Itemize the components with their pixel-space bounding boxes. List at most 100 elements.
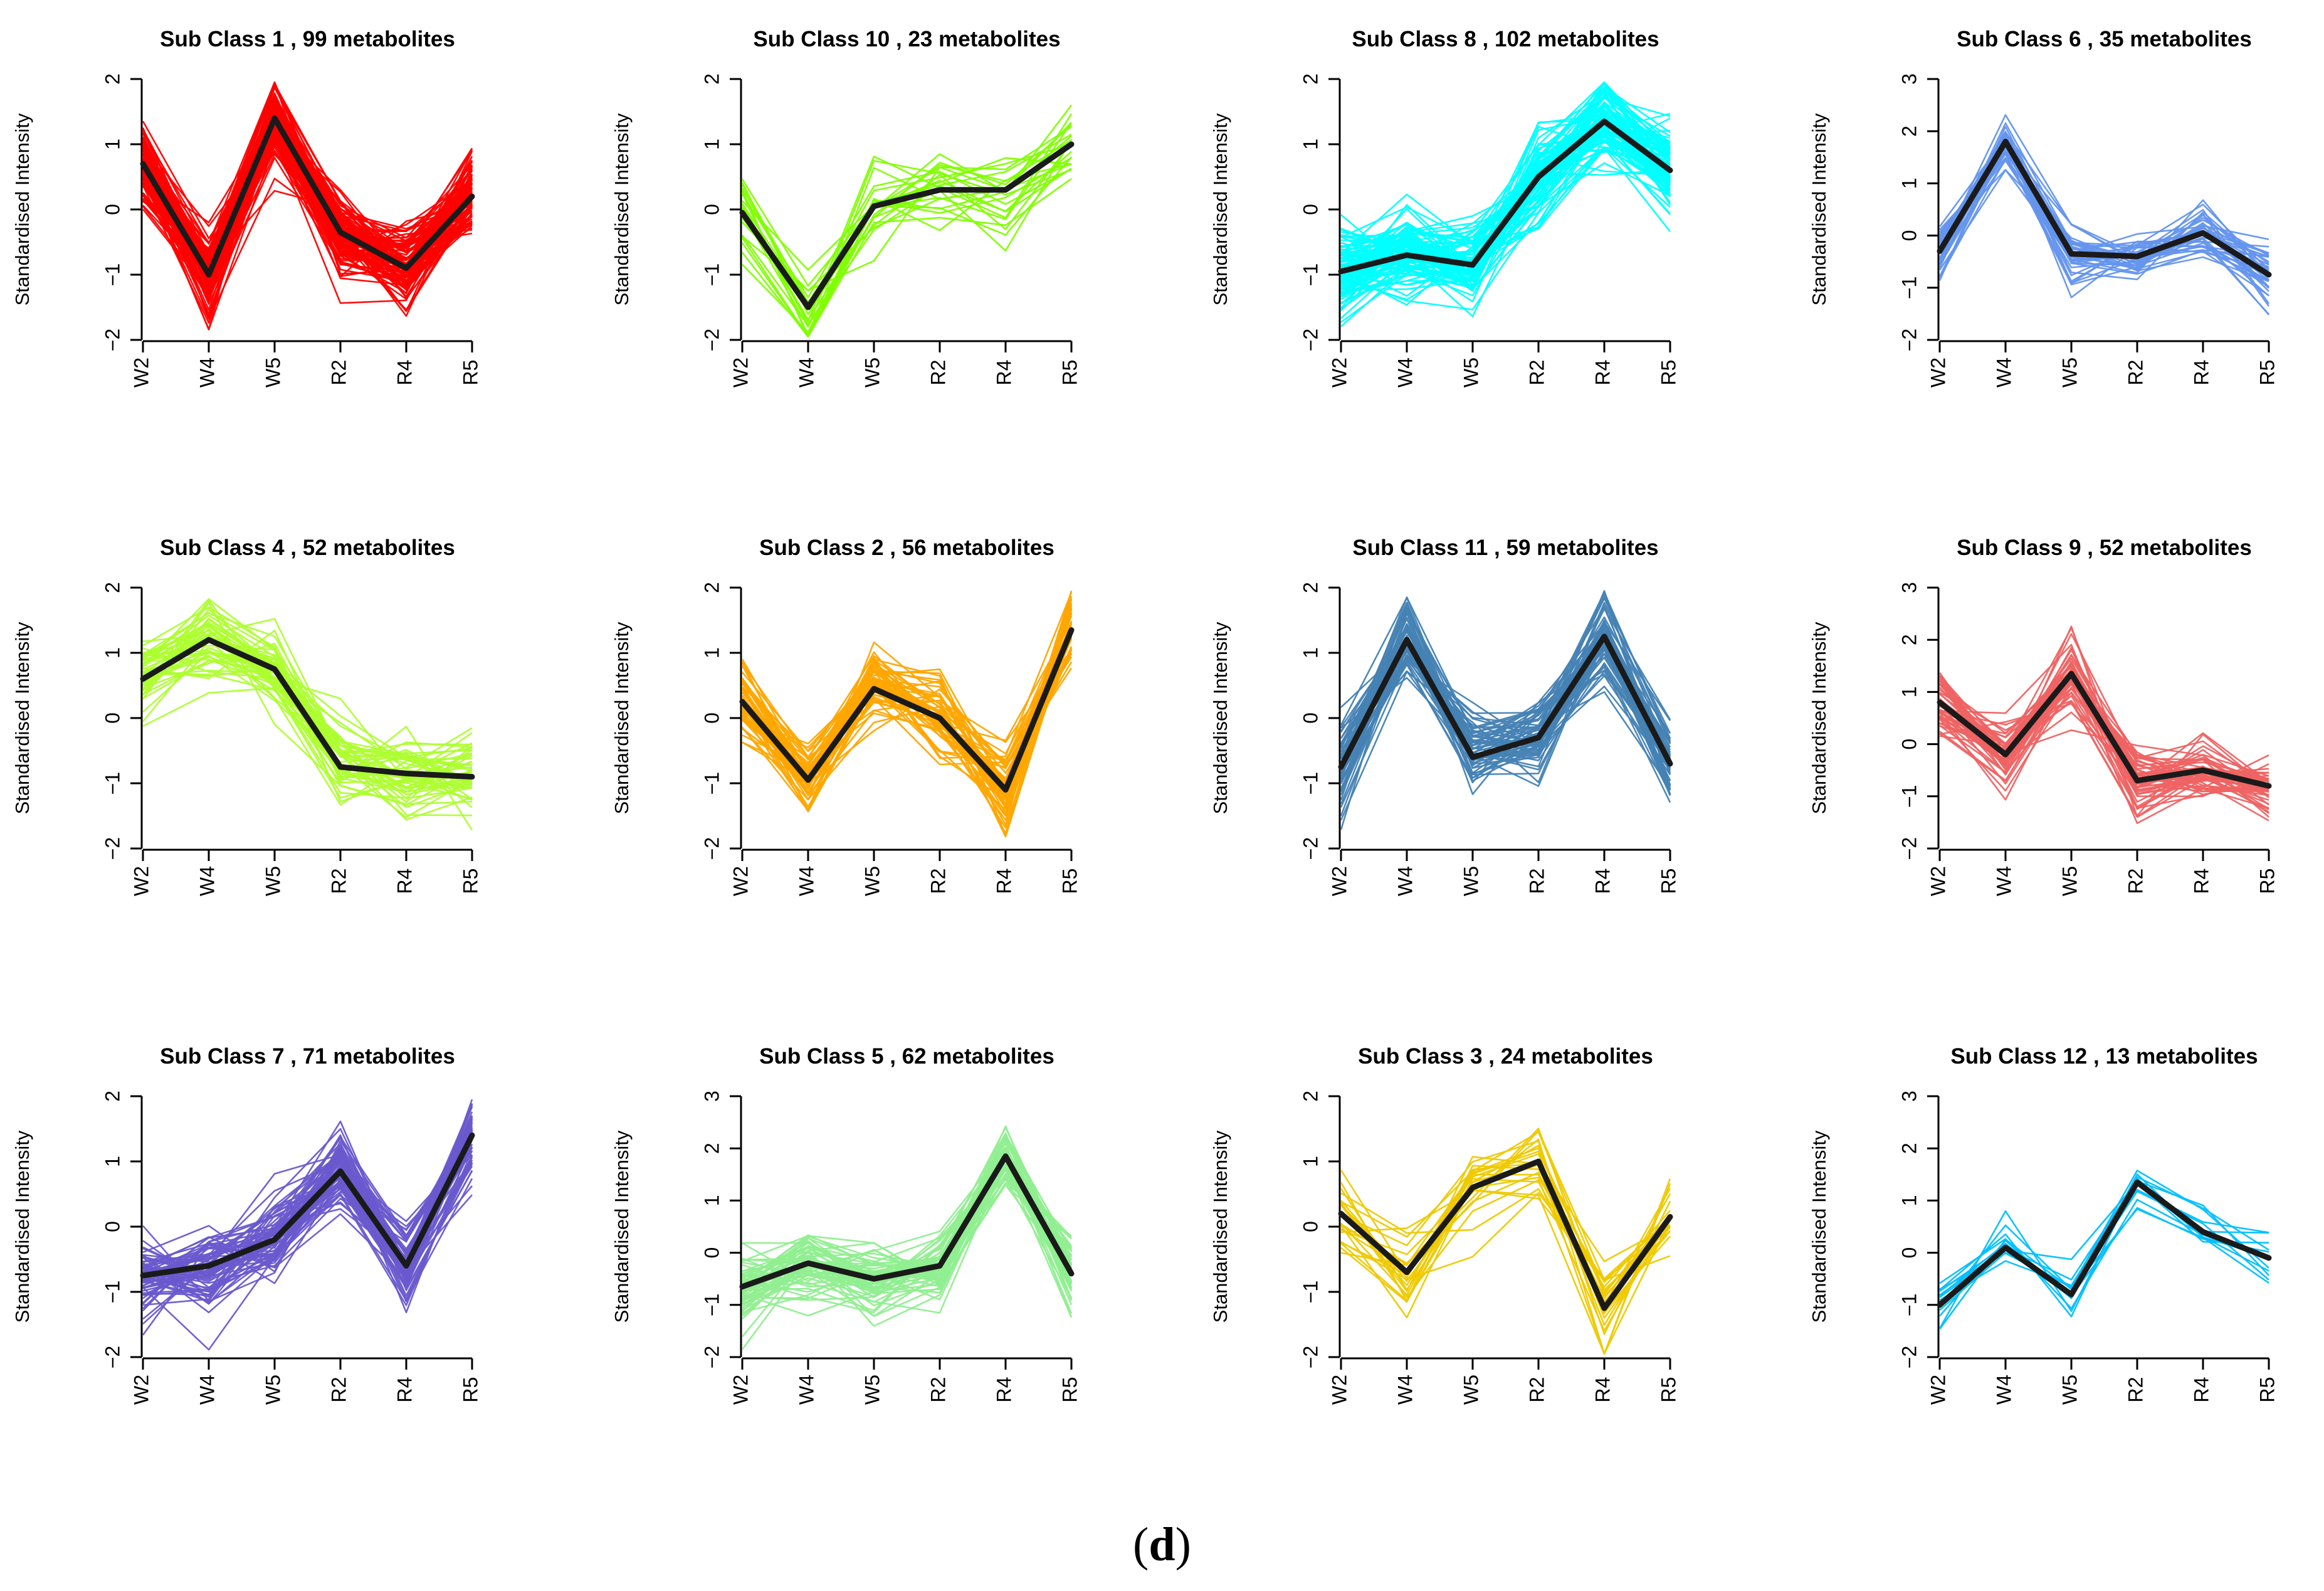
metabolite-profile-line — [1340, 1188, 1671, 1297]
panel-title: Sub Class 10 , 23 metabolites — [753, 27, 1060, 51]
y-axis-label: Standardised Intensity — [1209, 1130, 1231, 1323]
subclass-panel: Sub Class 8 , 102 metabolites −2 −1 0 1 2 Stan… — [1209, 27, 1680, 388]
metabolite-profile-line — [142, 1187, 473, 1289]
y-tick-label: 2 — [101, 73, 124, 85]
y-tick-label: −1 — [101, 1281, 124, 1303]
x-tick-label: W5 — [1459, 866, 1482, 896]
metabolite-profile-line — [741, 160, 1072, 328]
x-tick-label: R5 — [459, 1377, 481, 1403]
metabolite-profile-line — [142, 612, 473, 788]
x-tick-label: W2 — [1927, 357, 1949, 388]
x-tick-label: R4 — [1591, 360, 1614, 386]
y-tick-label: 1 — [1299, 647, 1322, 658]
x-tick-label: W2 — [1328, 1375, 1350, 1405]
y-axis-label: Standardised Intensity — [1808, 621, 1830, 814]
x-tick-label: R2 — [327, 360, 350, 386]
x-tick-label: W5 — [1459, 1375, 1482, 1405]
y-tick-label: 1 — [700, 647, 723, 658]
mean-profile-line — [1937, 670, 2272, 789]
x-tick-label: R4 — [1591, 869, 1614, 894]
metabolite-profile-line — [741, 612, 1073, 811]
metabolite-profile-line — [1939, 1176, 2269, 1318]
panel-title: Sub Class 6 , 35 metabolites — [1957, 27, 2252, 51]
y-tick-label: −2 — [700, 329, 723, 351]
x-tick-label: R5 — [459, 869, 481, 894]
mean-profile-line — [1338, 633, 1673, 770]
x-tick-label: W2 — [130, 357, 152, 388]
y-tick-label: −1 — [1299, 1281, 1322, 1303]
metabolite-profile-line — [142, 121, 473, 288]
metabolite-profile-line — [1340, 1192, 1671, 1281]
x-tick-label: W5 — [2058, 866, 2081, 896]
x-tick-label: W2 — [1927, 1375, 1949, 1405]
subclass-panel: Sub Class 10 , 23 metabolites −2 −1 0 1 2 Stan… — [611, 27, 1081, 388]
y-tick-label: −2 — [1898, 837, 1920, 860]
x-tick-label: W5 — [2058, 1375, 2081, 1405]
panel-title: Sub Class 8 , 102 metabolites — [1352, 27, 1659, 51]
metabolite-profile-line — [1340, 662, 1671, 782]
x-tick-label: R2 — [927, 869, 949, 894]
y-tick-label: −2 — [1898, 329, 1920, 351]
panel-title: Sub Class 11 , 59 metabolites — [1352, 536, 1658, 560]
x-tick-label: W4 — [795, 357, 818, 388]
subclass-panel: Sub Class 7 , 71 metabolites −2 −1 0 1 2 Stand… — [11, 1044, 481, 1405]
metabolite-profile-line — [742, 1173, 1073, 1311]
metabolite-profile-line — [742, 1184, 1073, 1317]
y-tick-label: 2 — [700, 73, 723, 85]
metabolite-profile-line — [741, 162, 1072, 338]
x-tick-label: W2 — [1328, 357, 1350, 388]
x-tick-label: R2 — [1525, 869, 1548, 894]
y-tick-label: 2 — [700, 582, 723, 593]
x-tick-label: W4 — [196, 1375, 218, 1405]
metabolite-profile-line — [1340, 92, 1671, 288]
x-tick-label: W2 — [1328, 866, 1350, 896]
y-axis-label: Standardised Intensity — [1209, 113, 1231, 305]
x-tick-label: W4 — [795, 866, 818, 896]
subclass-panel: Sub Class 2 , 56 metabolites −2 −1 0 1 2 Stand… — [611, 536, 1081, 896]
x-tick-label: R2 — [327, 869, 350, 894]
subclass-panel: Sub Class 4 , 52 metabolites −2 −1 0 1 2 Stand… — [11, 536, 481, 896]
y-tick-label: 1 — [700, 1195, 723, 1207]
y-tick-label: 2 — [1299, 582, 1322, 593]
y-axis-label: Standardised Intensity — [11, 1130, 33, 1323]
y-tick-label: 3 — [1898, 73, 1920, 85]
x-tick-label: W2 — [729, 357, 752, 388]
metabolite-profile-line — [741, 124, 1072, 327]
metabolite-profile-line — [142, 618, 473, 796]
y-tick-label: −1 — [700, 263, 723, 286]
y-tick-label: −2 — [101, 837, 124, 860]
x-tick-label: R2 — [927, 360, 949, 386]
y-tick-label: 0 — [101, 204, 124, 215]
metabolite-profile-line — [1939, 1198, 2269, 1309]
subclass-panel: Sub Class 12 , 13 metabolites −2 −1 0 1 2 3 Sta… — [1808, 1044, 2278, 1405]
metabolite-profile-line — [1939, 654, 2269, 822]
metabolite-profile-line — [142, 651, 473, 779]
metabolite-profile-line — [142, 110, 473, 300]
metabolite-profile-line — [1340, 606, 1671, 793]
x-tick-label: W5 — [861, 866, 883, 896]
y-tick-label: 2 — [101, 582, 124, 593]
y-tick-label: −1 — [1299, 772, 1322, 795]
panel-title: Sub Class 1 , 99 metabolites — [160, 27, 455, 51]
figure-caption: (d) — [1133, 1518, 1191, 1571]
x-tick-label: R2 — [2124, 360, 2147, 386]
y-tick-label: 1 — [1299, 139, 1322, 150]
y-tick-label: 1 — [700, 139, 723, 150]
x-tick-label: R4 — [2190, 1377, 2212, 1403]
x-tick-label: R4 — [992, 1377, 1015, 1403]
y-tick-label: 0 — [1299, 712, 1322, 724]
y-tick-label: 3 — [700, 1091, 723, 1102]
x-tick-label: R2 — [2124, 1377, 2147, 1403]
metabolite-profile-line — [1340, 1189, 1671, 1355]
x-tick-label: W2 — [729, 866, 752, 896]
y-tick-label: −2 — [700, 1346, 723, 1368]
mean-profile-line — [1338, 119, 1673, 275]
metabolite-profile-line — [742, 633, 1073, 766]
y-tick-label: 0 — [700, 712, 723, 724]
y-tick-label: 2 — [1299, 1091, 1322, 1102]
x-tick-label: W2 — [130, 866, 152, 896]
x-tick-label: R2 — [1525, 1377, 1548, 1403]
subclass-panel: Sub Class 9 , 52 metabolites −2 −1 0 1 2 3 Stan… — [1808, 536, 2278, 896]
metabolite-profile-line — [142, 687, 473, 784]
metabolite-profile-line — [741, 122, 1073, 338]
